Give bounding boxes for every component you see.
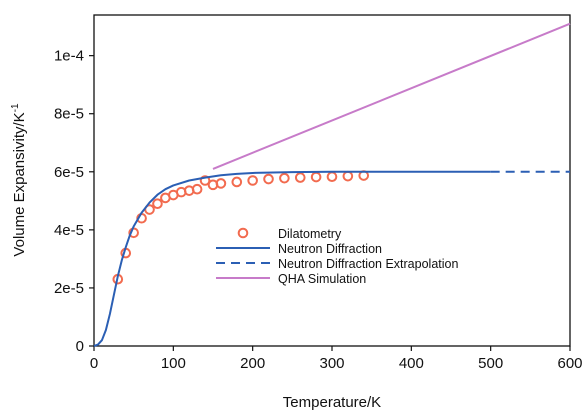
- x-axis-title: Temperature/K: [283, 394, 381, 411]
- x-tick-label: 300: [319, 355, 344, 372]
- data-point: [310, 171, 322, 183]
- y-axis-ticks: 0 2e-5 4e-5 6e-5 8e-5 1e-4: [54, 48, 94, 355]
- data-point: [326, 171, 338, 183]
- y-tick-label: 0: [76, 338, 84, 355]
- legend-marker: [237, 227, 249, 239]
- x-tick-label: 500: [478, 355, 503, 372]
- y-tick-label: 2e-5: [54, 280, 84, 297]
- data-point: [215, 178, 227, 189]
- y-tick-label: 6e-5: [54, 164, 84, 181]
- y-tick-label: 4e-5: [54, 222, 84, 239]
- data-point: [191, 183, 203, 195]
- data-point: [247, 175, 258, 186]
- series-line-qha-simulation: [212, 22, 571, 170]
- series-layer: [93, 22, 571, 347]
- legend-label: Neutron Diffraction: [278, 242, 382, 256]
- x-tick-label: 100: [161, 355, 186, 372]
- x-axis-ticks: 0 100 200 300 400 500 600: [90, 346, 583, 372]
- data-point: [199, 175, 211, 186]
- y-tick-label: 1e-4: [54, 48, 84, 65]
- x-tick-label: 200: [240, 355, 265, 372]
- legend-label: Dilatometry: [278, 227, 342, 241]
- y-tick-label: 8e-5: [54, 106, 84, 123]
- y-axis-title: Volume Expansivity/K-1: [10, 103, 28, 257]
- x-tick-label: 600: [557, 355, 582, 372]
- y-axis-title-main: Volume Expansivity/K: [11, 112, 28, 256]
- y-axis-title-superscript: -1: [10, 103, 21, 112]
- data-point: [294, 172, 306, 183]
- series-dilatometry: [112, 170, 370, 285]
- x-tick-label: 400: [399, 355, 424, 372]
- series-line-neutron-diffraction: [93, 170, 491, 347]
- data-point: [279, 172, 290, 184]
- data-point: [263, 173, 274, 185]
- legend-label: QHA Simulation: [278, 272, 366, 286]
- data-point: [152, 198, 163, 210]
- data-point: [342, 170, 354, 182]
- data-point: [231, 176, 243, 188]
- legend-label: Neutron Diffraction Extrapolation: [278, 257, 458, 271]
- x-tick-label: 0: [90, 355, 98, 372]
